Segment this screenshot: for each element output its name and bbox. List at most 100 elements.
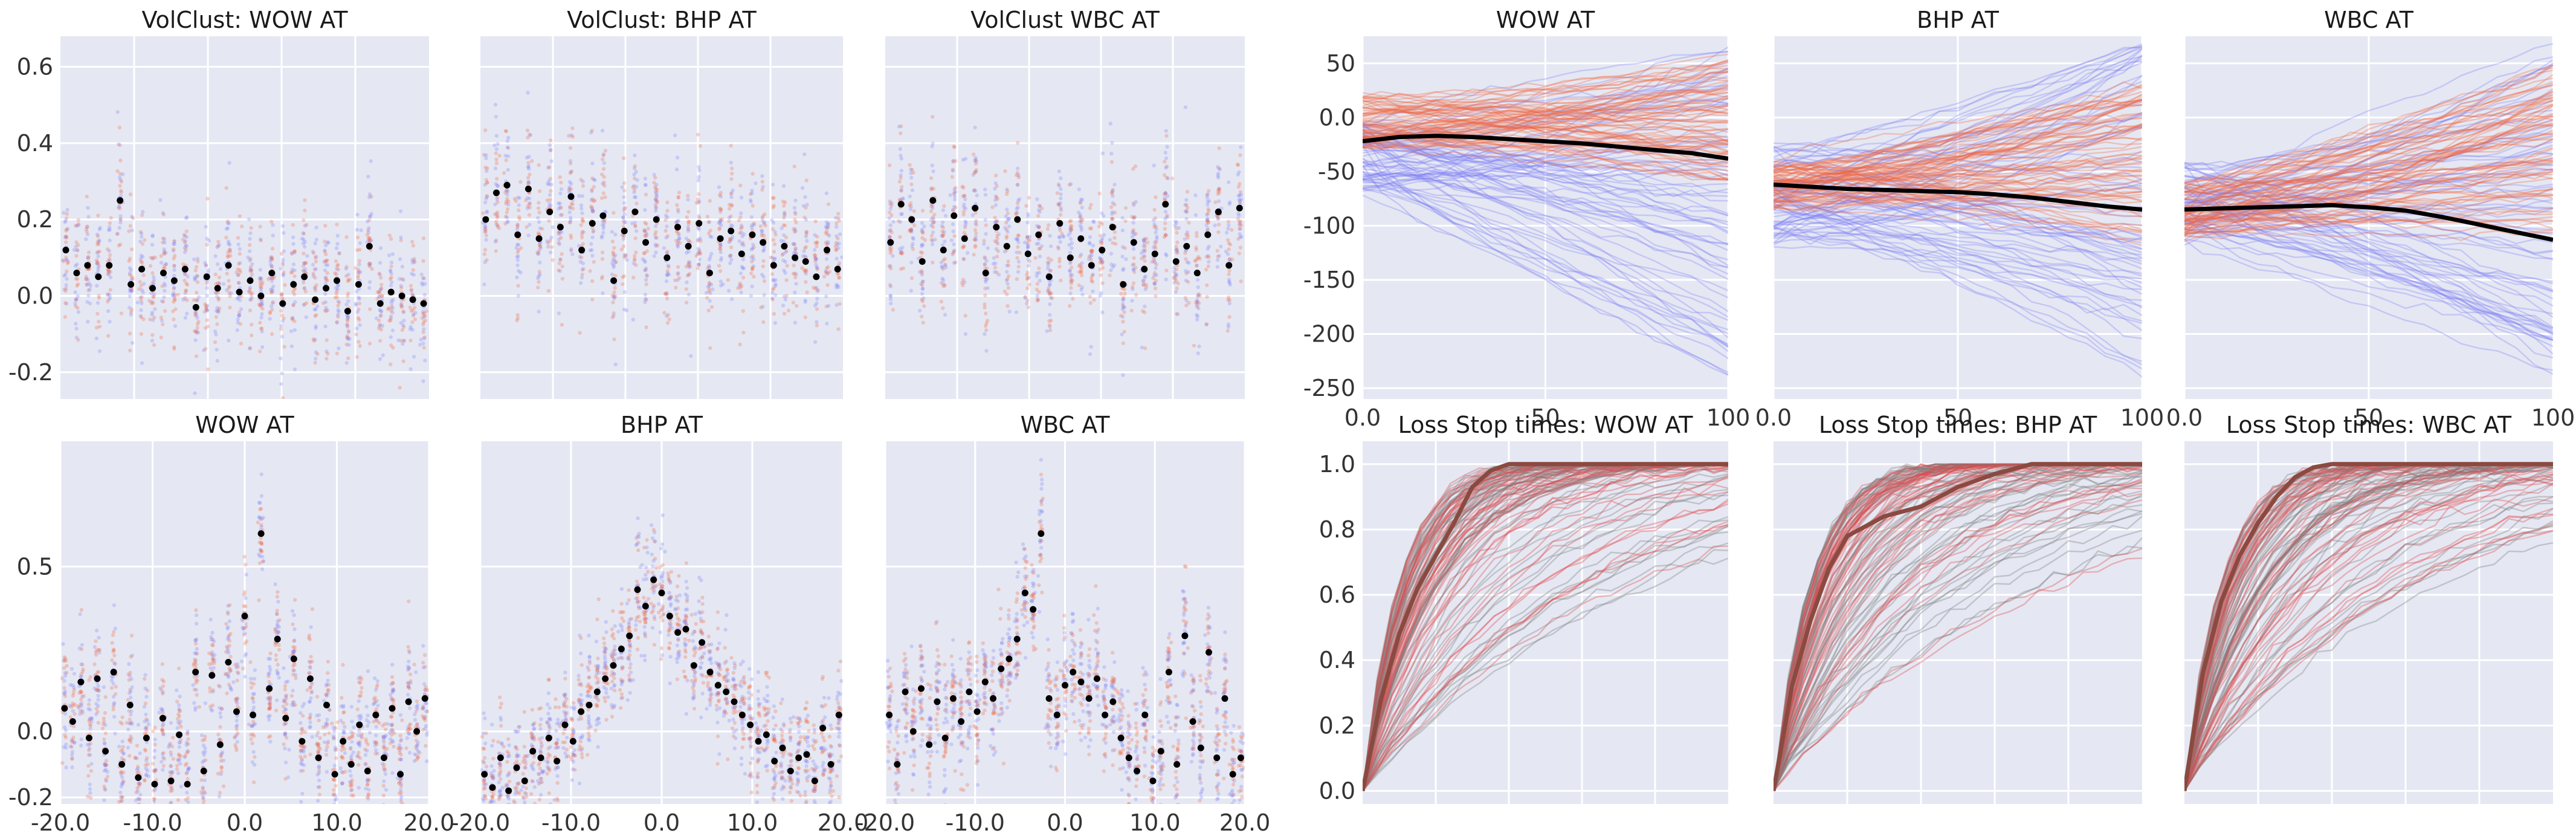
sample-point: [1079, 270, 1083, 274]
sample-point: [770, 227, 775, 232]
sample-point: [1152, 259, 1157, 264]
sample-point: [838, 232, 842, 236]
sample-point: [103, 777, 108, 782]
mean-point: [192, 303, 199, 311]
sample-point: [613, 232, 618, 237]
sample-point: [1057, 184, 1061, 188]
sample-point: [379, 287, 383, 291]
sample-point: [536, 276, 540, 280]
sample-point: [303, 198, 307, 203]
sample-point: [484, 156, 488, 161]
sample-point: [151, 301, 155, 305]
sample-point: [1024, 204, 1028, 208]
plot-body: [60, 472, 429, 804]
sample-point: [378, 322, 383, 327]
sample-point: [152, 275, 156, 279]
sample-point: [213, 272, 218, 277]
sample-point: [355, 235, 360, 239]
sample-point: [326, 739, 331, 744]
sample-point: [76, 338, 80, 342]
sample-point: [770, 196, 775, 200]
sample-point: [182, 233, 187, 237]
sample-point: [274, 708, 279, 713]
sample-point: [113, 692, 118, 696]
sample-point: [1089, 203, 1093, 207]
sample-point: [332, 736, 336, 740]
sample-point: [218, 711, 222, 715]
sample-point: [1027, 235, 1032, 239]
sample-point: [941, 225, 946, 230]
sample-point: [1238, 221, 1242, 226]
sample-point: [1003, 225, 1007, 230]
sample-point: [411, 308, 415, 312]
sample-point: [120, 748, 124, 752]
sample-point: [696, 132, 700, 137]
sample-point: [993, 239, 997, 244]
sample-point: [259, 525, 263, 529]
sample-point: [557, 231, 561, 235]
sample-point: [244, 562, 248, 567]
sample-point: [794, 220, 798, 225]
sample-point: [684, 236, 689, 241]
sample-point: [381, 734, 386, 739]
sample-point: [662, 246, 666, 250]
sample-point: [1184, 298, 1189, 303]
sample-point: [248, 231, 253, 235]
mean-point: [420, 300, 427, 307]
sample-point: [815, 296, 819, 301]
sample-point: [634, 201, 639, 206]
sample-point: [378, 272, 382, 277]
sample-point: [548, 148, 553, 152]
mean-point: [1045, 273, 1053, 280]
sample-point: [803, 315, 808, 320]
sample-point: [1227, 280, 1232, 285]
sample-point: [1239, 197, 1244, 202]
sample-point: [516, 268, 521, 273]
sample-point: [1206, 219, 1210, 224]
sample-point: [483, 227, 488, 232]
sample-point: [130, 228, 134, 233]
sample-point: [786, 308, 791, 313]
sample-point: [203, 302, 207, 306]
sample-point: [71, 738, 75, 743]
sample-point: [422, 336, 426, 341]
sample-point: [993, 270, 997, 274]
sample-point: [76, 223, 81, 227]
sample-point: [193, 268, 198, 273]
sample-point: [1184, 257, 1188, 261]
sample-point: [803, 298, 807, 302]
sample-point: [205, 196, 210, 201]
sample-point: [94, 258, 99, 262]
sample-point: [103, 786, 107, 791]
sample-point: [1078, 262, 1082, 267]
sample-point: [889, 213, 894, 218]
sample-point: [422, 276, 426, 280]
sample-point: [493, 202, 497, 207]
sample-point: [374, 740, 378, 744]
sample-point: [353, 302, 358, 306]
sample-point: [346, 279, 350, 284]
sample-point: [644, 231, 648, 235]
mean-point: [1204, 231, 1212, 238]
sample-point: [232, 736, 237, 740]
sample-point: [341, 663, 345, 667]
sample-point: [186, 731, 190, 736]
sample-point: [900, 251, 905, 256]
sample-point: [580, 230, 584, 234]
sample-point: [526, 181, 531, 185]
sample-point: [279, 327, 283, 331]
sample-point: [559, 236, 563, 240]
sample-point: [1207, 244, 1211, 248]
sample-point: [505, 210, 509, 215]
sample-point: [228, 249, 233, 254]
sample-point: [292, 268, 297, 273]
sample-point: [718, 258, 723, 262]
sample-point: [389, 299, 394, 303]
sample-point: [314, 259, 318, 264]
sample-point: [567, 188, 572, 192]
sample-point: [686, 293, 691, 297]
sample-point: [824, 294, 828, 299]
sample-point: [257, 515, 261, 519]
sample-point: [729, 258, 734, 262]
sample-point: [130, 289, 134, 293]
